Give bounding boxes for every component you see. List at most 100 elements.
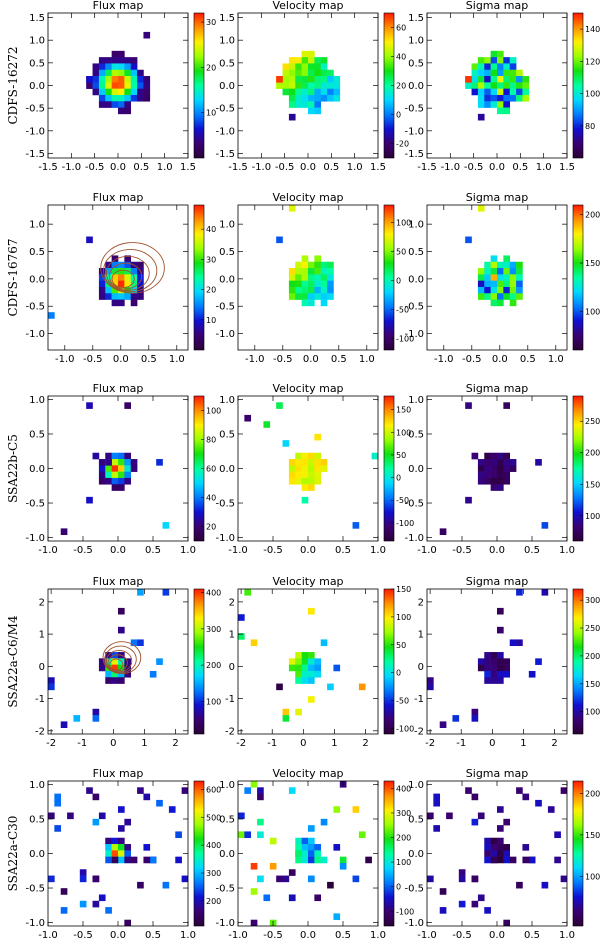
heatmap-cell [503, 818, 511, 826]
colorbar-tick-label: -100 [396, 907, 414, 916]
heatmap-cell [98, 664, 106, 672]
heatmap-cell [497, 664, 504, 672]
heatmap-cell [162, 522, 170, 529]
heatmap-cell [137, 82, 144, 89]
heatmap-cell [105, 94, 112, 102]
heatmap-cell [477, 280, 485, 288]
heatmap-cell [301, 496, 309, 504]
heatmap-cell [439, 528, 447, 535]
row-label: SSA22b-C5 [6, 434, 20, 503]
heatmap-cell [535, 658, 542, 665]
heatmap-cell [250, 639, 258, 647]
x-tick-label: -0.5 [73, 930, 93, 941]
heatmap-cell [295, 94, 302, 102]
colorbar-tick-label: 30 [206, 255, 216, 264]
y-tick-label: 0 [39, 662, 45, 673]
heatmap-cells [465, 205, 523, 307]
y-tick-label: 0 [229, 662, 235, 673]
heatmap-cell [471, 875, 479, 883]
heatmap-cell [105, 293, 112, 300]
heatmap-cell [111, 459, 119, 466]
heatmap-cell [477, 812, 485, 820]
heatmap-cell [105, 465, 112, 472]
heatmap-cell [111, 844, 119, 851]
x-tick-label: 0.0 [300, 545, 316, 556]
heatmap-cell [522, 76, 530, 83]
x-tick-label: -1 [267, 738, 277, 749]
colorbar-tick-label: 400 [396, 784, 411, 793]
heatmap-cell [118, 677, 125, 684]
y-tick-label: -0.5 [25, 884, 45, 895]
heatmap-cell [111, 452, 119, 460]
heatmap-cell [124, 274, 132, 281]
heatmap-cell [111, 856, 119, 864]
colorbar [193, 588, 205, 735]
colorbar [572, 395, 584, 542]
heatmap-cell [477, 205, 485, 212]
heatmap-cell [320, 57, 328, 64]
heatmap-cell [490, 274, 498, 281]
heatmap-cell [497, 471, 504, 479]
heatmap-cell [490, 837, 498, 845]
heatmap-cell [516, 280, 523, 288]
heatmap-cell [238, 812, 245, 820]
heatmap-cell [149, 670, 157, 678]
heatmap-cell [48, 677, 55, 684]
heatmap-cell [490, 293, 498, 300]
colorbar-tick-label: 0 [396, 111, 401, 120]
heatmap-cell [516, 76, 523, 83]
heatmap-cell [484, 69, 491, 77]
heatmap-cell [503, 465, 511, 472]
heatmap-cell [522, 793, 530, 801]
y-tick-label: 0.5 [29, 58, 45, 69]
heatmap-cell [276, 236, 283, 244]
heatmap-cell [98, 280, 106, 288]
heatmap-cell [111, 69, 119, 77]
heatmap-cell [48, 812, 55, 820]
heatmap-cell [105, 856, 112, 864]
x-tick-label: 0.5 [335, 930, 351, 941]
colorbar-tick-label: 10 [206, 109, 216, 118]
y-tick-label: -1.0 [25, 918, 45, 929]
colorbar-tick-label: 500 [206, 813, 221, 822]
heatmap-cell [509, 63, 517, 71]
heatmap-cell [111, 465, 119, 472]
y-tick-label: 0.0 [29, 274, 45, 285]
heatmap-cell [143, 82, 151, 89]
heatmap-cell [54, 799, 62, 807]
heatmap-cell [111, 299, 119, 307]
heatmap-cell [143, 793, 151, 801]
heatmap-cell [60, 907, 68, 914]
x-tick-label: 1.0 [359, 354, 375, 365]
heatmap-cell [477, 465, 485, 472]
heatmap-cell [98, 63, 106, 71]
heatmap-cell [516, 787, 523, 794]
heatmap-cell [143, 94, 151, 102]
heatmap-cell [130, 280, 138, 288]
heatmap-cell [288, 894, 296, 902]
y-tick-label: 2 [229, 597, 235, 608]
y-tick-label: -1.5 [404, 149, 424, 160]
heatmap-cell [554, 856, 561, 864]
heatmap-cell [320, 82, 328, 89]
heatmap-cell [295, 670, 302, 678]
panel-sigma-r3: Sigma map -2 -1 0 1 2 -2 -1 0 1 2 100 150 200 250 300 [414, 575, 600, 749]
heatmap-cell [314, 57, 322, 64]
heatmap-cell [124, 293, 132, 300]
heatmap-cell [295, 280, 302, 288]
y-tick-label: 1.0 [408, 780, 424, 791]
heatmap-cell [168, 806, 176, 813]
heatmap-cell [509, 88, 517, 96]
heatmap-cell [497, 850, 504, 857]
heatmap-cell [497, 274, 504, 281]
heatmap-cell [269, 837, 277, 845]
x-tick-label: -1.0 [245, 354, 265, 365]
y-tick-label: 1.0 [219, 395, 235, 406]
heatmap-cell [484, 101, 491, 108]
heatmap-cell [308, 94, 315, 102]
heatmap-cell [301, 69, 309, 77]
heatmap-cell [162, 589, 170, 596]
axes-frame [47, 204, 189, 351]
heatmap-cell [471, 63, 479, 71]
heatmap-cell [522, 94, 530, 102]
